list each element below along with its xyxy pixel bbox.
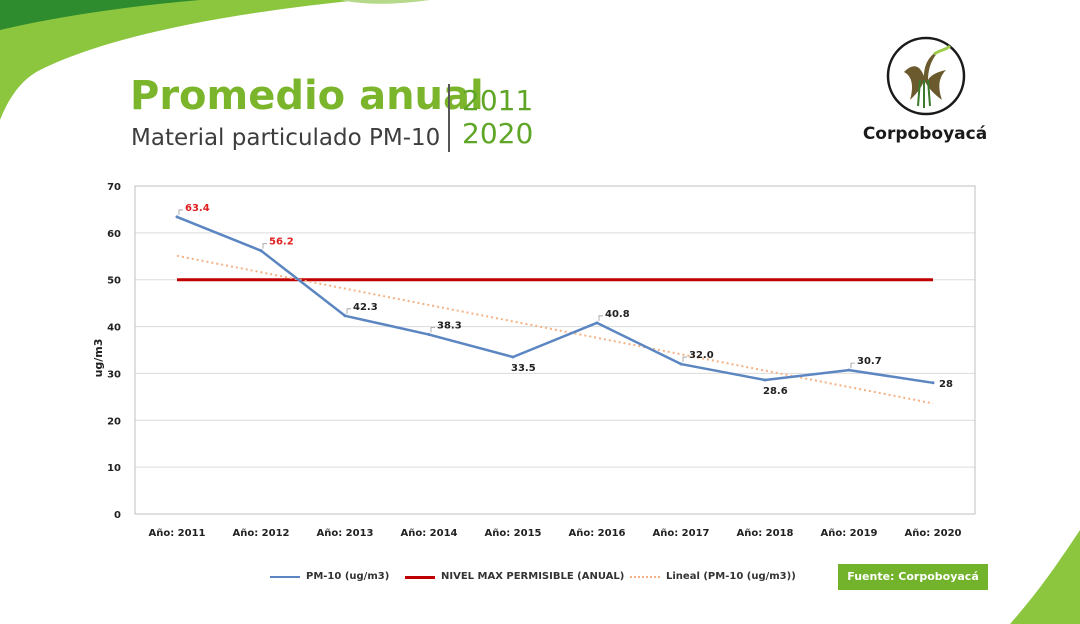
data-label-leader — [598, 315, 603, 321]
y-tick-label: 20 — [107, 416, 121, 427]
plant-logo-icon — [886, 36, 966, 116]
plot-border — [134, 185, 976, 515]
data-label: 42.3 — [353, 302, 378, 313]
y-tick-label: 10 — [107, 463, 121, 474]
series-line-pm10 — [176, 215, 934, 385]
y-tick-label: 70 — [107, 182, 121, 193]
title-divider — [448, 84, 450, 152]
data-label-leader — [178, 209, 183, 215]
series-point-pm10 — [679, 362, 683, 366]
data-label-leader — [430, 327, 435, 333]
x-tick-label: Año: 2011 — [148, 528, 205, 539]
legend-label-limit: NIVEL MAX PERMISIBLE (ANUAL) — [441, 571, 625, 582]
x-tick-label: Año: 2016 — [568, 528, 625, 539]
legend-label-pm10: PM-10 (ug/m3) — [306, 571, 390, 582]
data-label: 28 — [939, 379, 953, 390]
chart-series — [175, 215, 935, 405]
x-axis-ticks: Año: 2011 Año: 2012 Año: 2013 Año: 2014 Año:… — [148, 528, 961, 539]
y-axis-label: ug/m3 — [92, 339, 105, 378]
legend-swatch-trend — [630, 576, 660, 578]
data-label: 30.7 — [857, 356, 882, 367]
y-tick-label: 0 — [114, 510, 121, 521]
data-label: 32.0 — [689, 350, 714, 361]
data-label: 63.4 — [185, 203, 210, 214]
year-end: 2020 — [462, 117, 534, 150]
legend-swatch-pm10 — [270, 576, 300, 578]
series-point-pm10 — [259, 249, 263, 253]
legend-swatch-limit — [405, 576, 435, 579]
data-label: 56.2 — [269, 237, 294, 248]
data-label: 28.6 — [763, 386, 788, 397]
data-label-leader — [262, 243, 267, 249]
x-tick-label: Año: 2018 — [736, 528, 793, 539]
y-axis-ticks: 0 10 20 30 40 50 60 70 — [107, 182, 121, 521]
data-label: 40.8 — [605, 309, 630, 320]
x-tick-label: Año: 2014 — [400, 528, 457, 539]
series-point-pm10 — [343, 314, 347, 318]
y-tick-label: 60 — [107, 229, 121, 240]
series-point-pm10 — [427, 333, 431, 337]
data-label-leader — [346, 308, 351, 314]
legend-label-trend: Lineal (PM-10 (ug/m3)) — [666, 571, 796, 582]
data-labels: 63.4 56.2 42.3 38.3 33.5 40.8 32.0 28.6 30.7 28 — [178, 203, 953, 397]
series-point-pm10 — [763, 378, 767, 382]
x-tick-label: Año: 2017 — [652, 528, 709, 539]
source-badge: Fuente: Corpoboyacá — [838, 564, 988, 590]
y-tick-label: 30 — [107, 369, 121, 380]
series-point-pm10 — [931, 381, 935, 385]
series-point-pm10 — [847, 368, 851, 372]
x-tick-label: Año: 2012 — [232, 528, 289, 539]
x-tick-label: Año: 2013 — [316, 528, 373, 539]
chart-grid — [134, 185, 976, 515]
series-point-pm10 — [511, 355, 515, 359]
data-label-leader — [850, 362, 855, 369]
logo-name: Corpoboyacá — [862, 124, 988, 144]
y-tick-label: 50 — [107, 276, 121, 287]
data-label-leader — [682, 356, 687, 363]
y-tick-label: 40 — [107, 323, 121, 334]
x-tick-label: Año: 2020 — [904, 528, 961, 539]
series-point-pm10 — [175, 215, 179, 219]
page-title: Promedio anual — [130, 73, 484, 119]
page-subtitle: Material particulado PM-10 — [131, 125, 441, 151]
x-tick-label: Año: 2019 — [820, 528, 877, 539]
data-label: 33.5 — [511, 363, 536, 374]
year-start: 2011 — [462, 84, 534, 117]
x-tick-label: Año: 2015 — [484, 528, 541, 539]
series-point-pm10 — [595, 321, 599, 325]
data-label: 38.3 — [437, 321, 462, 332]
series-line-trend — [176, 254, 934, 405]
